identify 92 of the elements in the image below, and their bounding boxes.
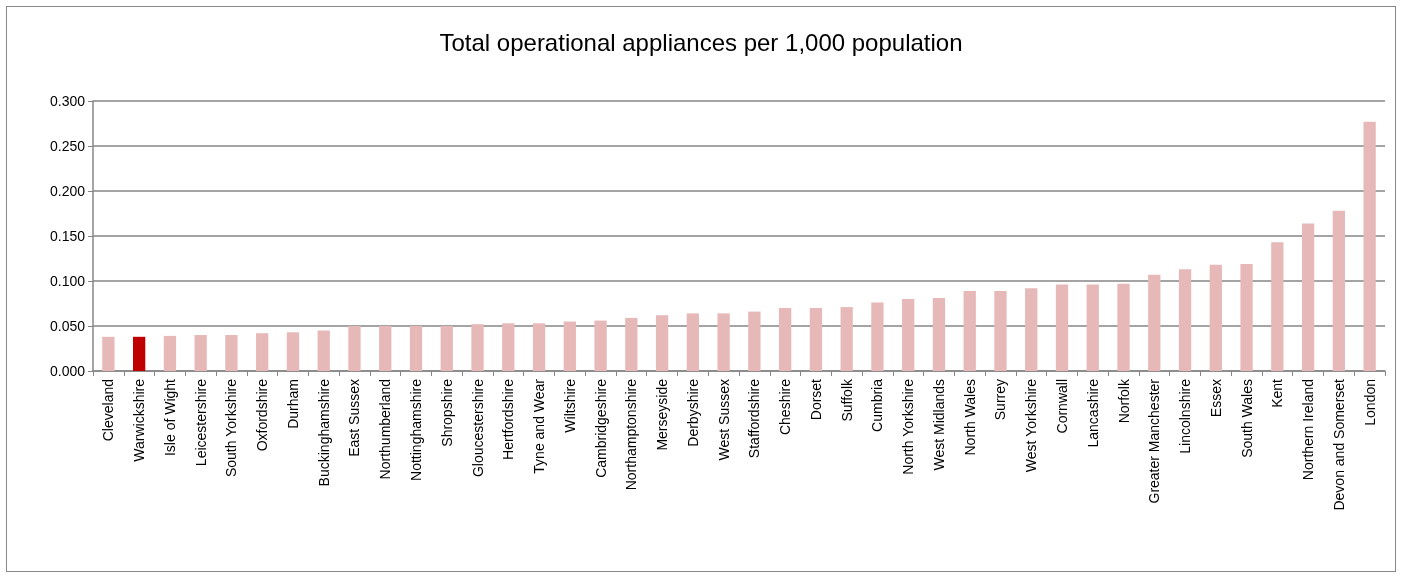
x-tick-label: Derbyshire: [684, 378, 701, 447]
bar: [594, 320, 607, 371]
x-tick-label: Suffolk: [838, 378, 855, 422]
x-tick-label: Devon and Somerset: [1330, 378, 1347, 511]
bar: [532, 323, 546, 371]
bar: [1209, 264, 1222, 371]
bar: [563, 321, 576, 371]
bar: [717, 313, 730, 371]
x-tick-label: Gloucestershire: [469, 378, 486, 478]
bar: [840, 307, 853, 371]
x-tick-label: Cornwall: [1054, 379, 1070, 434]
x-tick-label: Wiltshire: [561, 378, 578, 433]
bar: [1240, 263, 1253, 371]
chart-title: Total operational appliances per 1,000 population: [439, 28, 963, 56]
x-tick-label: Norfolk: [1115, 378, 1132, 424]
bar: [1117, 283, 1130, 371]
x-tick-label: West Sussex: [715, 379, 732, 461]
x-tick-label: Surrey: [992, 379, 1009, 421]
bar: [471, 324, 484, 371]
bar: [440, 326, 453, 371]
x-tick-label: Northern Ireland: [1300, 379, 1317, 481]
x-tick-label: West Midlands: [930, 379, 947, 471]
bar: [409, 326, 423, 371]
x-tick-label: Cheshire: [777, 378, 794, 436]
bar: [1178, 269, 1192, 371]
x-tick-label: Tyne and Wear: [531, 378, 548, 474]
bar: [655, 315, 669, 371]
x-tick-label: Merseyside: [654, 378, 671, 451]
bar: [194, 335, 207, 371]
bar: [225, 335, 238, 371]
bar: [502, 323, 515, 371]
x-tick-label: North Yorkshire: [900, 378, 917, 475]
bar: [994, 290, 1007, 371]
y-tick-label: 0.000: [49, 363, 86, 379]
bar: [932, 298, 946, 371]
x-tick-label: Kent: [1269, 378, 1286, 408]
bar: [1025, 288, 1038, 371]
x-tick-label: Essex: [1207, 379, 1224, 418]
y-tick-label: 0.200: [49, 183, 86, 199]
x-tick-label: Leicestershire: [192, 378, 209, 467]
x-tick-label: Dorset: [807, 378, 824, 421]
bar: [132, 336, 146, 371]
x-tick-label: Staffordshire: [746, 378, 763, 459]
bar: [1086, 284, 1099, 371]
x-tick-label: Hertfordshire: [500, 378, 517, 460]
x-tick-label: Lancashire: [1084, 378, 1101, 448]
bar: [871, 302, 884, 371]
x-tick-label: Warwickshire: [131, 378, 148, 462]
bar: [1363, 121, 1376, 371]
x-tick-label: Lincolnshire: [1177, 378, 1194, 454]
y-tick-label: 0.250: [49, 138, 86, 154]
bar: [748, 311, 761, 371]
bar: [379, 326, 392, 371]
y-tick-label: 0.100: [49, 273, 86, 289]
bar: [163, 335, 177, 371]
x-tick-label: Cleveland: [100, 379, 117, 442]
bar: [286, 332, 300, 371]
x-tick-label: South Wales: [1238, 379, 1255, 458]
y-tick-label: 0.150: [49, 228, 86, 244]
bar: [317, 330, 330, 371]
x-tick-label: North Wales: [961, 379, 978, 456]
bar: [625, 317, 638, 371]
x-tick-label: Isle of Wight: [161, 378, 178, 457]
x-tick-label: West Yorkshire: [1023, 378, 1040, 473]
bar: [902, 299, 915, 371]
x-tick-label: Northamptonshire: [623, 378, 640, 491]
bar: [1055, 284, 1069, 371]
bar: [348, 326, 361, 371]
y-tick-label: 0.300: [49, 93, 86, 109]
bar: [1271, 242, 1284, 371]
x-tick-label: Buckinghamshire: [315, 378, 332, 487]
bar: [686, 313, 700, 371]
bar: [1301, 223, 1315, 371]
bar: [102, 336, 115, 371]
x-tick-label: Northumberland: [377, 379, 394, 480]
x-tick-label: East Sussex: [346, 379, 363, 457]
x-tick-label: Cumbria: [869, 378, 886, 432]
x-tick-label: Shropshire: [438, 378, 455, 447]
x-tick-label: Durham: [284, 379, 301, 429]
x-tick-label: Greater Manchester: [1146, 378, 1163, 504]
bar: [963, 290, 976, 371]
y-tick-label: 0.050: [49, 318, 86, 334]
bar: [1148, 274, 1161, 371]
bar: [1332, 210, 1346, 371]
x-tick-label: Nottinghamshire: [408, 378, 424, 481]
x-tick-label: Oxfordshire: [254, 378, 271, 452]
bar: [256, 333, 269, 371]
bar: [778, 308, 792, 371]
x-tick-label: London: [1361, 379, 1378, 426]
bar: [809, 308, 823, 371]
x-tick-label: Cambridgeshire: [592, 378, 609, 478]
x-tick-label: South Yorkshire: [223, 378, 240, 478]
